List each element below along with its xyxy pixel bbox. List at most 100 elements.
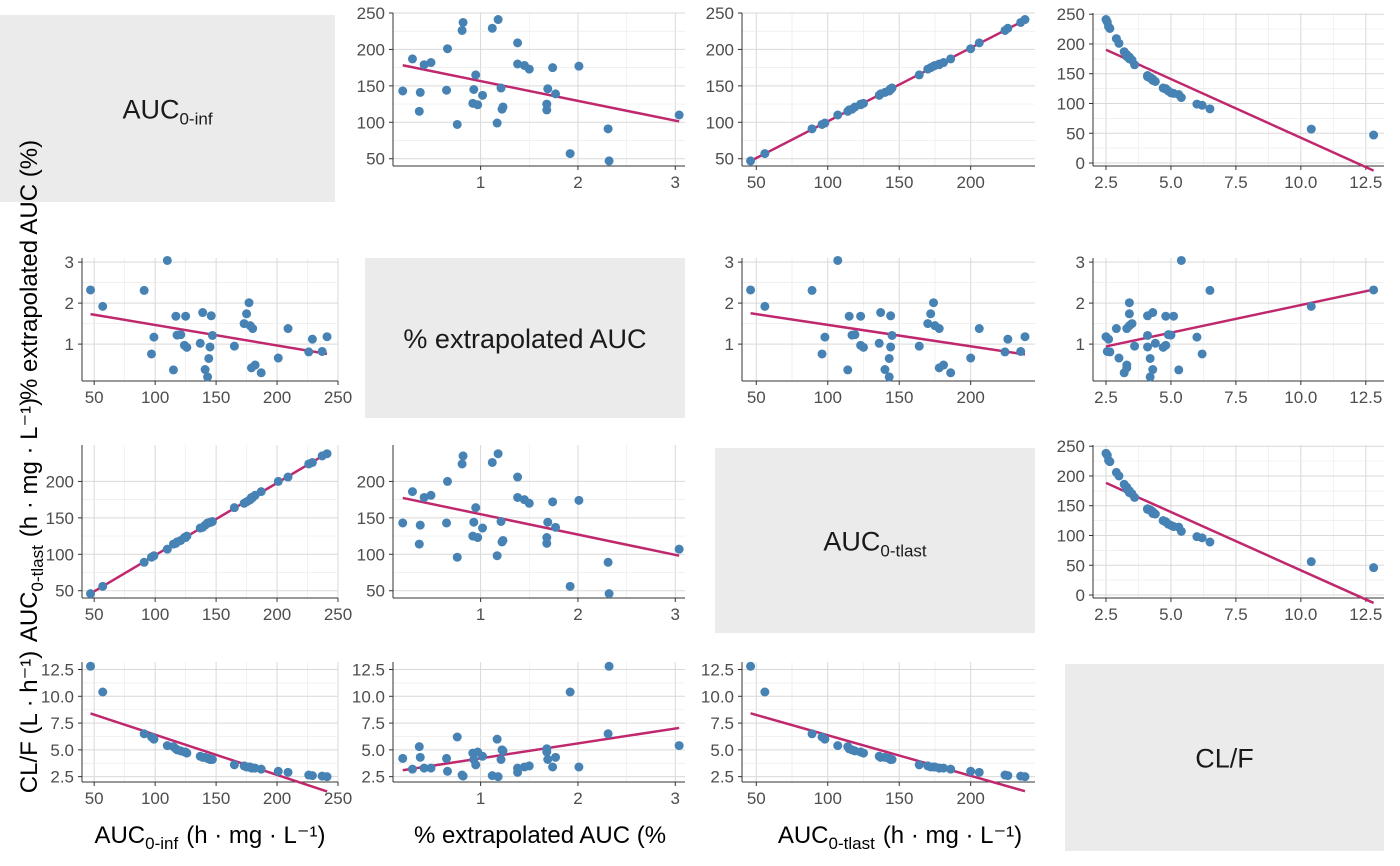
data-point <box>493 449 503 459</box>
data-point <box>1020 772 1030 782</box>
y-tick-label: 150 <box>706 77 734 96</box>
data-point <box>182 748 192 758</box>
x-tick-label: 150 <box>885 388 913 407</box>
y-tick-label: 150 <box>46 509 74 528</box>
y-tick-label: 50 <box>55 582 74 601</box>
y-tick-label: 3 <box>1076 253 1085 272</box>
data-point <box>884 372 894 382</box>
data-point <box>182 531 192 541</box>
data-point <box>149 332 159 342</box>
diagonal-panel-background <box>0 15 335 202</box>
x-axis-title-sub: 0-inf <box>145 834 178 853</box>
data-point <box>458 451 468 461</box>
diagonal-panel-auc_inf: AUC0-inf <box>0 15 335 202</box>
y-tick-label: 10.0 <box>352 687 385 706</box>
data-point <box>1192 532 1202 542</box>
data-point <box>1192 99 1202 109</box>
data-point <box>407 764 417 774</box>
data-point <box>407 54 417 64</box>
y-tick-label: 7.5 <box>361 714 385 733</box>
data-point <box>457 459 467 469</box>
x-tick-label: 2 <box>573 789 582 808</box>
data-point <box>1176 255 1186 265</box>
y-tick-label: 5.0 <box>710 741 734 760</box>
data-point <box>493 15 503 25</box>
data-point <box>886 342 896 352</box>
data-point <box>876 308 886 318</box>
x-tick-label: 2.5 <box>1094 605 1118 624</box>
data-point <box>443 766 453 776</box>
data-point <box>887 330 897 340</box>
diagonal-panel-auc_tlast: AUC0-tlast <box>715 448 1035 633</box>
data-point <box>322 449 332 459</box>
data-point <box>469 517 479 527</box>
data-point <box>149 551 159 561</box>
data-point <box>273 766 283 776</box>
y-tick-label: 5.0 <box>50 741 74 760</box>
data-point <box>498 102 508 112</box>
data-point <box>98 301 108 311</box>
y-tick-label: 150 <box>357 509 385 528</box>
data-point <box>886 311 896 321</box>
y-tick-label: 250 <box>706 4 734 23</box>
x-tick-label: 1 <box>476 789 485 808</box>
data-point <box>86 285 96 295</box>
y-tick-label: 150 <box>1057 497 1085 516</box>
y-tick-label: 2 <box>725 294 734 313</box>
data-point <box>939 360 949 370</box>
data-point <box>551 522 561 532</box>
data-point <box>565 687 575 697</box>
data-point <box>1000 347 1010 357</box>
x-tick-label: 50 <box>85 789 104 808</box>
data-point <box>1122 360 1132 370</box>
regression-line <box>402 726 680 772</box>
data-point <box>1111 467 1121 477</box>
data-point <box>603 557 613 567</box>
data-point <box>603 124 613 134</box>
x-tick-label: 250 <box>324 388 352 407</box>
data-point <box>542 747 552 757</box>
x-axis-title-main: AUC <box>778 822 829 849</box>
x-tick-label: 3 <box>671 605 680 624</box>
data-point <box>487 23 497 33</box>
diagonal-label: AUC0-inf <box>122 95 212 129</box>
y-tick-label: 12.5 <box>41 661 74 680</box>
data-point <box>548 762 558 772</box>
data-point <box>1124 298 1134 308</box>
data-point <box>181 311 191 321</box>
data-point <box>1205 285 1215 295</box>
data-point <box>283 767 293 777</box>
y-tick-label: 100 <box>1057 526 1085 545</box>
x-tick-label: 2 <box>573 173 582 192</box>
data-point <box>419 60 429 70</box>
data-point <box>203 372 213 382</box>
x-tick-label: 200 <box>956 173 984 192</box>
data-point <box>513 59 523 69</box>
data-point <box>195 338 205 348</box>
data-point <box>398 518 408 528</box>
data-point <box>1143 71 1153 81</box>
data-point <box>139 729 149 739</box>
data-point <box>498 746 508 756</box>
data-point <box>820 734 830 744</box>
data-point <box>746 661 756 671</box>
panel-auc_inf-vs-auc_tlast: 50 100 150 200 50 100 150 200 250 <box>706 4 1035 192</box>
data-point <box>149 734 159 744</box>
y-tick-label: 100 <box>1057 94 1085 113</box>
data-point <box>452 119 462 129</box>
panel-pct_extrap-vs-cl_f: 2.5 5.0 7.5 10.0 12.5 1 2 3 <box>1076 253 1384 407</box>
data-point <box>146 349 156 359</box>
data-point <box>256 487 266 497</box>
data-point <box>204 353 214 363</box>
data-point <box>1143 504 1153 514</box>
diagonal-label-main: CL/F <box>1195 744 1254 774</box>
diagonal-label-main: AUC <box>122 95 179 125</box>
data-point <box>1169 311 1179 321</box>
data-point <box>843 365 853 375</box>
diagonal-panel-background <box>1065 664 1384 851</box>
data-point <box>1306 557 1316 567</box>
data-point <box>86 661 96 671</box>
data-point <box>162 544 172 554</box>
data-point <box>1119 47 1129 57</box>
